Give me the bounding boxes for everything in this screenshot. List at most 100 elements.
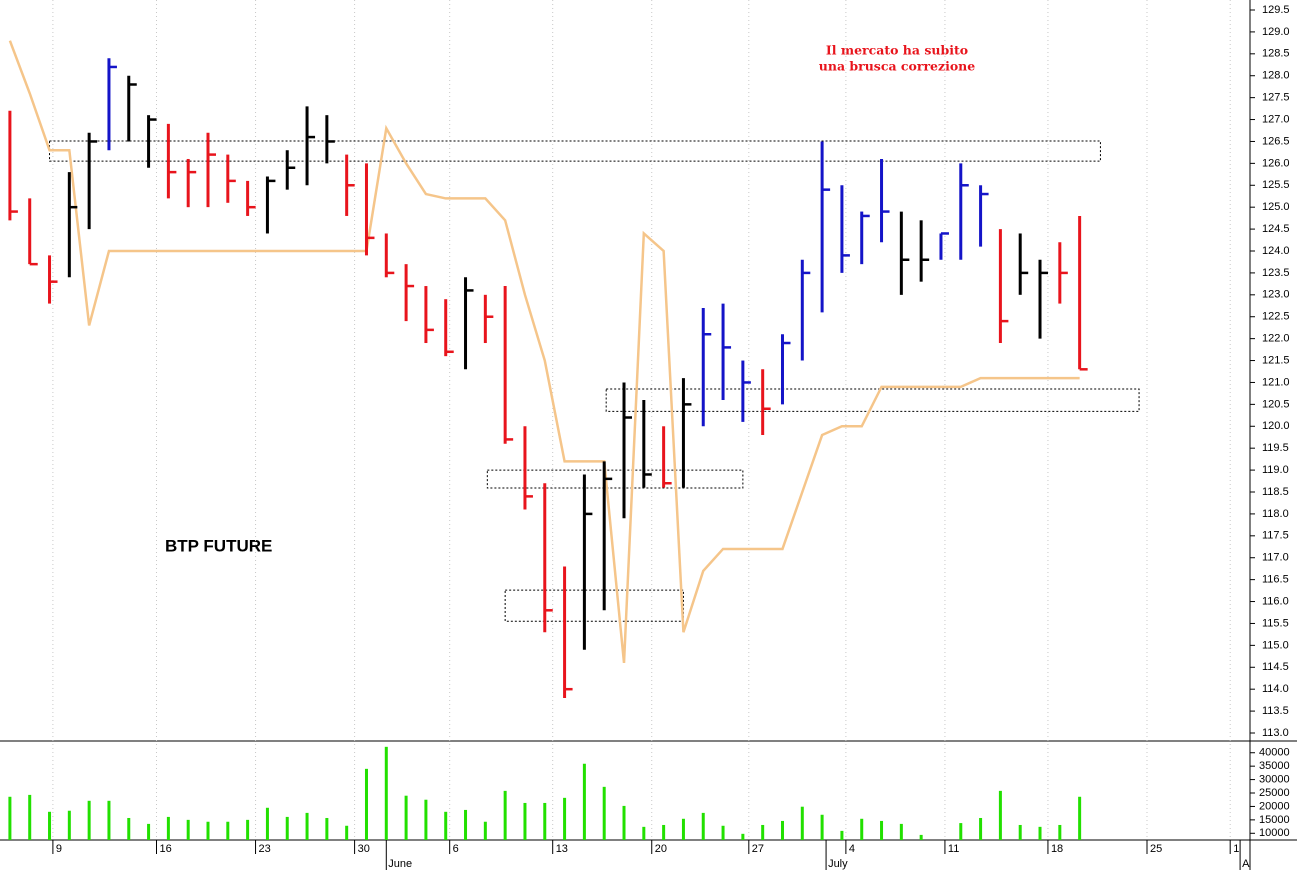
y-tick-label: 115.0 xyxy=(1262,639,1289,651)
volume-bar xyxy=(147,823,151,840)
volume-bar xyxy=(107,800,111,840)
x-tick-label: 30 xyxy=(358,843,370,855)
volume-bar xyxy=(1078,796,1082,840)
x-tick-label: 25 xyxy=(1150,843,1162,855)
volume-bar xyxy=(959,823,963,840)
x-tick-label: 13 xyxy=(556,843,568,855)
volume-bar xyxy=(701,812,705,840)
volume-bar xyxy=(523,802,527,840)
volume-bar xyxy=(364,768,368,840)
y-tick-label: 124.5 xyxy=(1262,223,1290,235)
support-zone xyxy=(486,469,744,489)
volume-bar xyxy=(305,812,309,840)
y-tick-label: 121.5 xyxy=(1262,354,1290,366)
volume-bar xyxy=(483,821,487,840)
x-tick-label: 20 xyxy=(655,843,667,855)
volume-bar xyxy=(681,818,685,840)
volume-bar xyxy=(979,817,983,840)
y-tick-label: 128.5 xyxy=(1262,48,1290,60)
volume-bar xyxy=(820,814,824,840)
volume-bar xyxy=(543,802,547,840)
volume-bar xyxy=(582,763,586,840)
y-tick-label: 114.5 xyxy=(1262,661,1289,673)
y-tick-label: 121.0 xyxy=(1262,376,1290,388)
volume-bar xyxy=(206,821,210,840)
volume-bar xyxy=(919,834,923,840)
month-label: A xyxy=(1242,858,1250,870)
y-tick-label: 123.0 xyxy=(1262,289,1290,301)
x-tick-label: 18 xyxy=(1051,843,1063,855)
volume-tick-label: 30000 xyxy=(1259,773,1290,785)
volume-tick-label: 20000 xyxy=(1259,800,1290,812)
x-tick-label: 23 xyxy=(259,843,271,855)
volume-bar xyxy=(998,790,1002,840)
x-tick-label: 1 xyxy=(1233,843,1239,855)
volume-bar xyxy=(662,824,666,840)
y-tick-label: 127.0 xyxy=(1262,113,1290,125)
volume-tick-label: 25000 xyxy=(1259,787,1290,799)
y-tick-label: 116.5 xyxy=(1262,574,1289,586)
y-tick-label: 122.0 xyxy=(1262,333,1290,345)
volume-bar xyxy=(761,824,765,840)
y-tick-label: 118.5 xyxy=(1262,486,1289,498)
chart-label: BTP FUTURE xyxy=(165,536,272,555)
x-tick-label: 4 xyxy=(849,843,855,855)
y-tick-label: 125.0 xyxy=(1262,201,1290,213)
support-zone xyxy=(504,589,684,622)
volume-bar xyxy=(503,790,507,840)
volume-bar xyxy=(800,806,804,840)
y-tick-label: 117.0 xyxy=(1262,552,1289,564)
volume-bar xyxy=(384,746,388,840)
volume-bar xyxy=(67,810,71,840)
volume-bar xyxy=(246,819,250,840)
volume-bar xyxy=(444,811,448,840)
x-tick-label: 6 xyxy=(453,843,459,855)
volume-bar xyxy=(285,816,289,840)
x-tick-label: 11 xyxy=(948,843,959,855)
volume-bar xyxy=(602,786,606,840)
volume-bar xyxy=(226,821,230,840)
y-tick-label: 113.5 xyxy=(1262,705,1289,717)
y-tick-label: 119.5 xyxy=(1262,442,1289,454)
y-tick-label: 125.5 xyxy=(1262,179,1290,191)
volume-bar xyxy=(127,817,131,840)
y-tick-label: 128.0 xyxy=(1262,70,1290,82)
volume-bar xyxy=(424,799,428,840)
y-tick-label: 113.0 xyxy=(1262,727,1289,739)
volume-bar xyxy=(8,796,12,840)
volume-bar xyxy=(840,830,844,840)
y-tick-label: 115.5 xyxy=(1262,617,1289,629)
y-tick-label: 124.0 xyxy=(1262,245,1290,257)
x-tick-label: 27 xyxy=(752,843,764,855)
volume-bar xyxy=(48,811,52,840)
volume-bar xyxy=(1058,824,1062,840)
y-tick-label: 122.5 xyxy=(1262,311,1290,323)
volume-bar xyxy=(880,820,884,840)
volume-bar xyxy=(721,825,725,840)
y-tick-label: 118.0 xyxy=(1262,508,1289,520)
y-tick-label: 116.0 xyxy=(1262,595,1289,607)
indicator-line xyxy=(8,40,1080,664)
x-tick-label: 16 xyxy=(159,843,171,855)
volume-tick-label: 40000 xyxy=(1259,747,1290,759)
y-tick-label: 129.0 xyxy=(1262,26,1290,38)
y-tick-label: 120.0 xyxy=(1262,420,1290,432)
y-tick-label: 127.5 xyxy=(1262,92,1290,104)
volume-bar xyxy=(899,823,903,840)
volume-bar xyxy=(186,819,190,840)
volume-tick-label: 10000 xyxy=(1259,827,1290,839)
month-label: July xyxy=(828,858,848,870)
volume-bar xyxy=(780,820,784,840)
volume-bar xyxy=(1018,824,1022,840)
volume-bar xyxy=(860,818,864,840)
volume-bar xyxy=(345,825,349,840)
y-tick-label: 126.0 xyxy=(1262,157,1290,169)
y-tick-label: 119.0 xyxy=(1262,464,1289,476)
annotation: Il mercato ha subito xyxy=(826,43,968,58)
x-tick-label: 9 xyxy=(56,843,62,855)
volume-bar xyxy=(642,826,646,840)
volume-bar xyxy=(464,809,468,840)
